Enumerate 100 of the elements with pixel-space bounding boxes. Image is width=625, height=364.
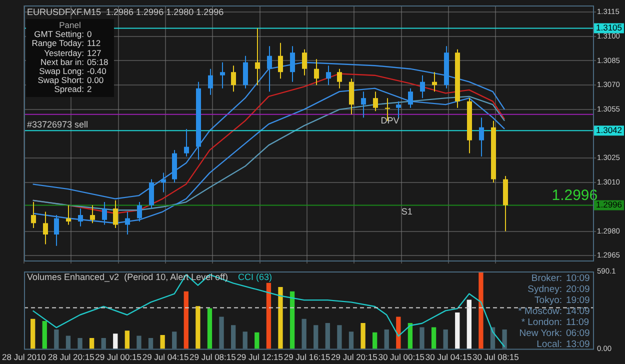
candlestick xyxy=(349,78,354,115)
candlestick xyxy=(243,55,248,89)
x-tick-label: 29 Jul 16:15 xyxy=(284,352,330,362)
candlestick xyxy=(408,88,413,108)
candlestick xyxy=(54,214,59,246)
annotation: * London: 11:09 xyxy=(520,317,590,328)
candlestick xyxy=(361,91,366,118)
candlestick xyxy=(149,178,154,210)
annotation: Sydney: 20:09 xyxy=(526,284,590,295)
bar xyxy=(337,325,342,349)
bar xyxy=(478,272,484,349)
annotation: S1 xyxy=(401,206,412,216)
bar xyxy=(89,338,94,349)
annotation: Next bar in: 05:18 xyxy=(40,56,108,67)
candlestick xyxy=(420,74,425,99)
candlestick xyxy=(208,68,213,96)
candlestick xyxy=(113,200,118,229)
bar xyxy=(196,306,200,349)
x-tick-label: 30 Jul 08:15 xyxy=(472,352,520,362)
x-tick-label: 29 Jul 12:15 xyxy=(236,352,284,362)
x-tick-label: 29 Jul 04:15 xyxy=(142,352,189,362)
bar xyxy=(254,332,260,349)
bar xyxy=(431,327,436,349)
chart-title: EURUSDFXF.M15 1.2986 1.2996 1.2980 1.2996 xyxy=(27,7,224,17)
candlestick xyxy=(231,65,236,92)
x-tick-label: 29 Jul 00:15 xyxy=(95,352,142,362)
candlestick xyxy=(184,128,189,158)
annotation: Local: 13:09 xyxy=(536,339,590,350)
bar xyxy=(278,287,283,349)
ref-line-label: 1.2996 xyxy=(596,200,622,210)
bar xyxy=(314,325,318,349)
bar xyxy=(242,332,248,349)
bar xyxy=(420,327,424,349)
bar xyxy=(455,312,460,349)
candlestick xyxy=(43,211,48,245)
bar xyxy=(66,336,71,349)
bar xyxy=(384,329,389,349)
candlestick xyxy=(373,91,378,112)
bar xyxy=(148,338,154,349)
bar xyxy=(290,291,295,349)
candlestick xyxy=(302,48,307,76)
candlestick xyxy=(125,211,130,236)
bar xyxy=(136,336,142,349)
annotation: #33726973 sell xyxy=(26,120,88,130)
candlestick xyxy=(267,46,272,92)
bar xyxy=(348,332,354,349)
candlestick xyxy=(290,46,295,82)
bar xyxy=(207,308,212,349)
candlestick xyxy=(396,100,401,118)
bar xyxy=(54,329,59,349)
x-tick-label: 28 Jul 20:15 xyxy=(48,352,95,362)
candlestick xyxy=(220,62,225,89)
annotation: Swap Long: -0.40 xyxy=(38,66,106,76)
bar xyxy=(124,330,130,349)
x-tick-label: 30 Jul 04:15 xyxy=(425,352,472,362)
candlestick xyxy=(90,204,95,224)
bar xyxy=(78,338,82,349)
bar xyxy=(443,329,448,349)
annotation: * Moscow: 14:09 xyxy=(517,306,590,317)
candlestick xyxy=(66,204,71,226)
series-label: CCI (63) xyxy=(236,272,272,282)
bar xyxy=(30,318,36,349)
bar xyxy=(502,329,507,349)
candlestick xyxy=(255,28,260,86)
bar xyxy=(266,282,272,349)
annotation: Spread: 2 xyxy=(54,84,92,94)
candlestick xyxy=(314,58,319,86)
annotation: Swap Short: 0.00 xyxy=(36,75,104,86)
bar xyxy=(408,323,413,349)
candlestick xyxy=(278,42,283,80)
ref-line-label: 1.3042 xyxy=(596,124,622,135)
x-tick-label: 29 Jul 20:15 xyxy=(331,352,378,362)
candlestick xyxy=(326,65,331,86)
annotation: GMT Setting: 0 xyxy=(33,29,92,40)
bar xyxy=(230,325,236,349)
annotation: Range Today: 112 xyxy=(30,38,101,49)
annotation: Panel xyxy=(58,20,82,30)
ref-line-label: 1.3105 xyxy=(596,22,622,33)
candlestick xyxy=(31,202,36,229)
x-tick-label: 29 Jul 08:15 xyxy=(190,352,236,362)
candlestick xyxy=(479,117,484,158)
bar xyxy=(219,316,224,349)
x-tick-label: 28 Jul 2010 xyxy=(2,352,46,362)
bar xyxy=(184,291,188,349)
annotation: Broker: 10:09 xyxy=(530,273,590,284)
annotation: DPV xyxy=(380,115,400,126)
candlestick xyxy=(337,68,342,89)
bar xyxy=(372,332,378,349)
bar xyxy=(302,318,306,349)
candlestick xyxy=(78,208,83,227)
annotation: New York: 06:09 xyxy=(518,328,590,339)
bar xyxy=(360,323,366,349)
x-tick-label: 30 Jul 00:15 xyxy=(378,352,425,362)
bar xyxy=(466,300,472,349)
candlestick xyxy=(137,202,142,222)
bar xyxy=(160,334,165,349)
bar xyxy=(101,338,106,349)
candlestick xyxy=(161,172,166,193)
bar xyxy=(172,332,177,349)
annotation: Tokyo: 19:09 xyxy=(534,295,590,306)
